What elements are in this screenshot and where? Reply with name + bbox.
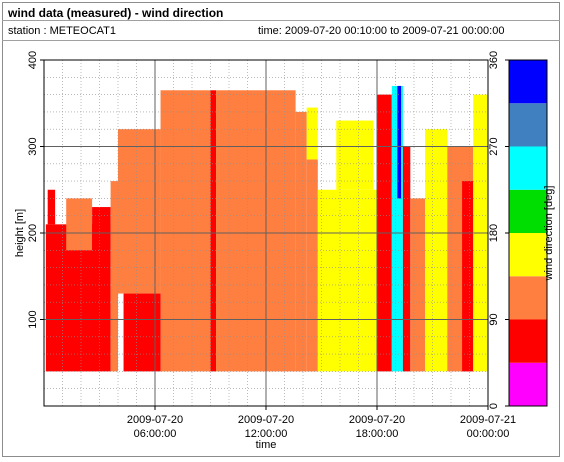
colorbar-tick-label: 180 [488, 224, 500, 242]
time-range-label: time: 2009-07-20 00:10:00 to 2009-07-21 … [258, 25, 505, 37]
heatmap-cell [118, 129, 161, 294]
colorbar-bin [509, 233, 547, 277]
chart-title: wind data (measured) - wind direction [8, 6, 224, 20]
heatmap-cell [410, 198, 426, 372]
heatmap-cell [110, 181, 118, 372]
y-tick-label: 100 [27, 310, 39, 328]
heatmap-cell [425, 129, 448, 372]
x-tick-label-time: 00:00:00 [467, 428, 510, 440]
heatmap-cell [66, 198, 93, 251]
colorbar-tick-label: 360 [488, 51, 500, 69]
heatmap-cell [402, 146, 411, 372]
x-tick-label-time: 06:00:00 [134, 428, 177, 440]
heatmap-cell [210, 90, 217, 372]
heatmap-cell [295, 111, 307, 372]
y-axis-label: height [m] [14, 209, 26, 257]
heatmap-cell [391, 85, 403, 372]
heatmap-cell [216, 90, 296, 372]
x-axis: 2009-07-20 06:00:00 2009-07-20 12:00:00 2009… [127, 406, 516, 440]
heatmap-cell [306, 107, 318, 160]
heatmap-cell [123, 293, 161, 372]
colorbar-bin [509, 60, 547, 104]
colorbar-bin [509, 103, 547, 147]
y-tick-label: 400 [27, 51, 39, 69]
heatmap-cell [317, 189, 377, 372]
header-divider [2, 40, 560, 41]
colorbar-bin [509, 189, 547, 233]
heatmap-cell [397, 85, 402, 199]
colorbar-label: wind direction [deg] [543, 186, 555, 282]
title-divider [2, 20, 560, 21]
heatmap-cell [47, 189, 56, 225]
gridlines [44, 60, 488, 406]
colorbar-bin [509, 146, 547, 190]
colorbar-bin [509, 276, 547, 320]
heatmap-cell [92, 207, 111, 255]
x-tick-label-date: 2009-07-20 [238, 414, 294, 426]
colorbar: 0 90 180 270 360 [488, 51, 548, 409]
x-tick-label-date: 2009-07-21 [460, 414, 516, 426]
colorbar-bin [509, 319, 547, 363]
x-tick-label-date: 2009-07-20 [127, 414, 183, 426]
heatmap-cell [160, 90, 211, 372]
y-tick-label: 300 [27, 137, 39, 155]
x-tick-label-time: 18:00:00 [356, 428, 399, 440]
x-tick-label-date: 2009-07-20 [349, 414, 405, 426]
heatmap-cell [306, 159, 318, 372]
x-tick-label-time: 12:00:00 [245, 428, 288, 440]
x-axis-label: time [256, 439, 277, 451]
y-axis: 100 200 300 400 [27, 51, 44, 329]
colorbar-tick-label: 90 [488, 313, 500, 325]
y-tick-label: 200 [27, 224, 39, 242]
station-label: station : METEOCAT1 [8, 25, 116, 37]
colorbar-bin [509, 362, 547, 406]
colorbar-tick-label: 0 [488, 403, 500, 409]
heatmap-cells [45, 85, 488, 372]
heatmap-cell [462, 181, 474, 372]
heatmap-cell [336, 120, 374, 190]
colorbar-tick-label: 270 [488, 137, 500, 155]
